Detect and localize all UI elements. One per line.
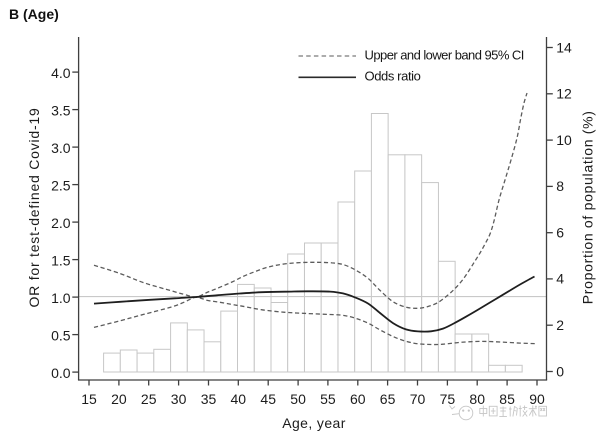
svg-text:2.5: 2.5 xyxy=(51,178,71,194)
svg-text:12: 12 xyxy=(556,86,572,102)
svg-text:3.0: 3.0 xyxy=(51,140,71,156)
svg-text:2.0: 2.0 xyxy=(51,215,71,231)
svg-text:B (Age): B (Age) xyxy=(9,6,59,22)
svg-text:20: 20 xyxy=(111,391,127,407)
svg-text:60: 60 xyxy=(350,391,366,407)
svg-text:0.5: 0.5 xyxy=(51,328,71,344)
svg-text:Upper and lower band 95% CI: Upper and lower band 95% CI xyxy=(365,47,524,62)
svg-text:35: 35 xyxy=(201,391,217,407)
svg-text:90: 90 xyxy=(529,391,545,407)
svg-text:OR for test-defined Covid-19: OR for test-defined Covid-19 xyxy=(26,107,42,307)
svg-text:65: 65 xyxy=(380,391,396,407)
svg-text:25: 25 xyxy=(141,391,157,407)
svg-text:75: 75 xyxy=(440,391,456,407)
svg-text:0.0: 0.0 xyxy=(51,365,71,381)
svg-text:50: 50 xyxy=(290,391,306,407)
svg-text:30: 30 xyxy=(171,391,187,407)
svg-text:4: 4 xyxy=(556,271,564,287)
svg-text:2: 2 xyxy=(556,317,564,333)
svg-text:15: 15 xyxy=(81,391,97,407)
svg-text:3.5: 3.5 xyxy=(51,103,71,119)
svg-text:40: 40 xyxy=(231,391,247,407)
svg-text:14: 14 xyxy=(556,39,572,55)
svg-text:55: 55 xyxy=(320,391,336,407)
svg-text:1.0: 1.0 xyxy=(51,290,71,306)
svg-text:Proportion of population (%): Proportion of population (%) xyxy=(580,110,596,304)
svg-text:1.5: 1.5 xyxy=(51,253,71,269)
svg-text:Age, year: Age, year xyxy=(282,415,346,431)
svg-text:10: 10 xyxy=(556,132,572,148)
svg-text:80: 80 xyxy=(469,391,485,407)
svg-text:85: 85 xyxy=(499,391,515,407)
svg-text:8: 8 xyxy=(556,178,564,194)
svg-text:Odds ratio: Odds ratio xyxy=(365,69,421,84)
svg-text:45: 45 xyxy=(260,391,276,407)
svg-text:0: 0 xyxy=(556,363,564,379)
svg-text:6: 6 xyxy=(556,225,564,241)
svg-text:70: 70 xyxy=(410,391,426,407)
svg-text:4.0: 4.0 xyxy=(51,65,71,81)
